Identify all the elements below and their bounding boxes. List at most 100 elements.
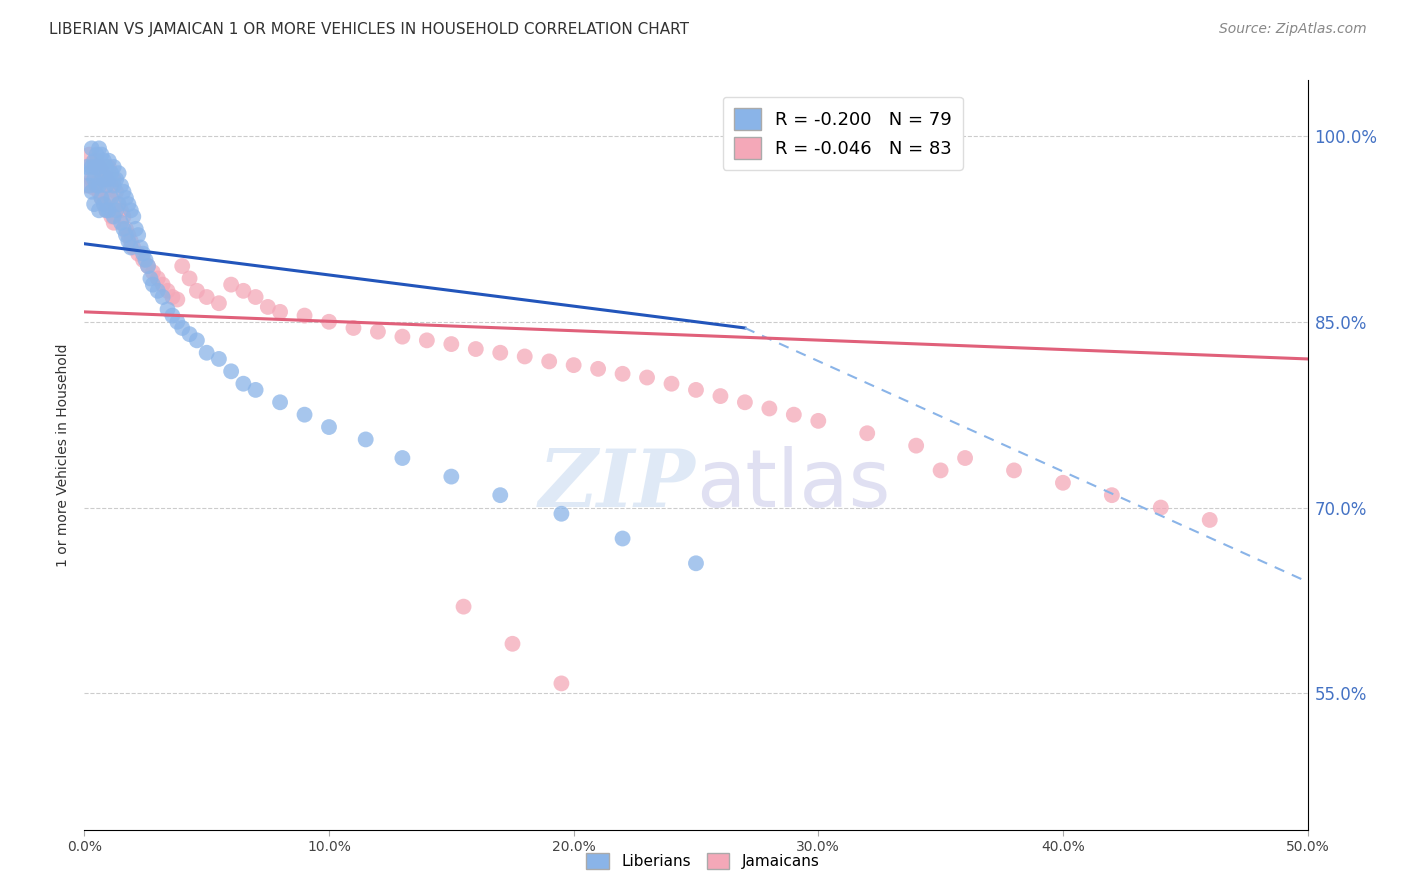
Point [636,370,658,384]
Point [110,203,132,218]
Point [90,166,112,180]
Point [318,315,340,329]
Point [125,222,148,236]
Point [734,395,756,409]
Point [208,296,231,310]
Point [186,334,208,348]
Point [152,290,174,304]
Point [709,389,731,403]
Point [103,160,125,174]
Point [586,362,609,376]
Point [142,277,165,292]
Point [562,358,585,372]
Point [440,469,463,483]
Point [257,300,280,314]
Point [179,271,201,285]
Point [856,426,879,441]
Point [100,210,122,224]
Point [86,176,108,190]
Point [83,197,105,211]
Point [86,147,108,161]
Point [453,599,475,614]
Legend: R = -0.200   N = 79, R = -0.046   N = 83: R = -0.200 N = 79, R = -0.046 N = 83 [723,97,963,169]
Point [1101,488,1123,502]
Point [294,408,316,422]
Point [110,178,132,193]
Point [90,163,112,178]
Point [97,172,120,186]
Point [232,376,254,391]
Point [1052,475,1074,490]
Point [146,271,169,285]
Point [110,216,132,230]
Point [87,203,110,218]
Point [96,160,118,174]
Point [318,420,340,434]
Point [156,284,179,298]
Point [120,234,142,248]
Point [80,156,103,170]
Point [953,450,976,465]
Point [77,147,100,161]
Point [440,337,463,351]
Point [127,246,149,260]
Point [195,290,218,304]
Point [172,321,194,335]
Point [152,277,174,292]
Point [156,302,179,317]
Point [83,153,105,168]
Point [294,309,316,323]
Point [117,234,139,248]
Point [146,284,169,298]
Point [87,160,110,174]
Point [550,676,572,690]
Point [269,395,291,409]
Point [105,203,128,218]
Point [112,210,135,224]
Point [80,141,103,155]
Point [93,169,115,183]
Legend: Liberians, Jamaicans: Liberians, Jamaicans [581,847,825,875]
Point [87,160,110,174]
Point [93,172,115,186]
Point [807,414,830,428]
Point [139,271,162,285]
Point [87,178,110,193]
Point [172,259,194,273]
Point [80,172,103,186]
Point [97,160,120,174]
Point [685,383,707,397]
Point [97,191,120,205]
Point [117,197,139,211]
Y-axis label: 1 or more Vehicles in Household: 1 or more Vehicles in Household [56,343,70,566]
Point [112,185,135,199]
Point [162,290,184,304]
Point [86,178,108,193]
Point [107,197,129,211]
Point [96,178,118,193]
Point [122,240,145,254]
Point [103,178,125,193]
Point [96,203,118,218]
Point [758,401,780,416]
Point [1150,500,1173,515]
Point [416,334,439,348]
Point [136,259,159,273]
Point [354,433,377,447]
Point [80,185,103,199]
Point [80,160,103,174]
Point [342,321,364,335]
Point [685,556,707,570]
Point [132,252,155,267]
Text: Source: ZipAtlas.com: Source: ZipAtlas.com [1219,22,1367,37]
Point [90,191,112,205]
Point [100,178,122,193]
Point [136,259,159,273]
Point [489,488,512,502]
Point [905,439,928,453]
Point [929,463,952,477]
Point [195,345,218,359]
Text: LIBERIAN VS JAMAICAN 1 OR MORE VEHICLES IN HOUSEHOLD CORRELATION CHART: LIBERIAN VS JAMAICAN 1 OR MORE VEHICLES … [49,22,689,37]
Point [127,228,149,243]
Point [162,309,184,323]
